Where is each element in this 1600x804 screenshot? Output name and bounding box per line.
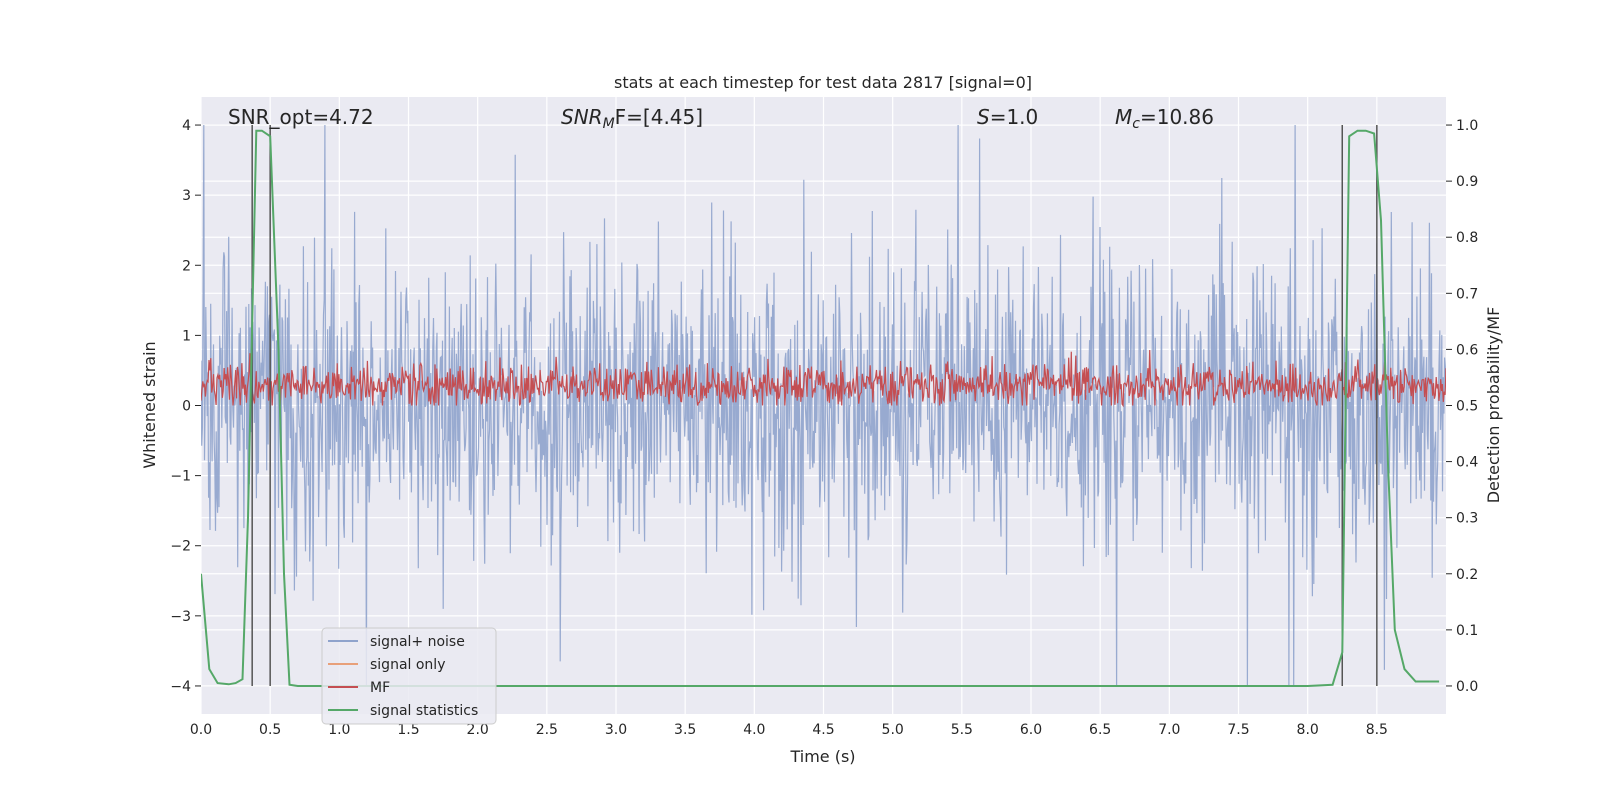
y-left-tick-4: 4 <box>182 118 191 134</box>
series-mf-line <box>201 349 1446 408</box>
y-right-tick-1.0: 1.0 <box>1456 118 1478 134</box>
legend: signal+ noise signal only MF signal stat… <box>321 627 497 725</box>
y-right-tick-0.7: 0.7 <box>1456 286 1478 302</box>
annotation-mc-sub: c <box>1132 116 1140 132</box>
chart-title: stats at each timestep for test data 281… <box>614 73 1032 92</box>
annotation-snr-mf: SNRMF=[4.45] <box>561 105 703 132</box>
x-tick-7.5: 7.5 <box>1227 722 1249 738</box>
y-right-tick-0.1: 0.1 <box>1456 623 1478 639</box>
x-tick-3.5: 3.5 <box>674 722 696 738</box>
x-tick-0.5: 0.5 <box>259 722 281 738</box>
series-mf <box>201 349 1446 408</box>
y-right-tick-0.9: 0.9 <box>1456 174 1478 190</box>
x-tick-5.0: 5.0 <box>882 722 904 738</box>
y-left-tick-−1: −1 <box>170 469 191 485</box>
annotation-s-main: S <box>977 105 990 129</box>
annotation-snr-mf-sub: M <box>603 116 615 132</box>
annotation-snr-mf-main: SNR <box>561 105 603 129</box>
y-right-tick-0.2: 0.2 <box>1456 567 1478 583</box>
y-left-tick-0: 0 <box>182 399 191 415</box>
y-axis-right: 0.0 0.1 0.2 0.3 0.4 0.5 0.6 0.7 0.8 0.9 1.0 <box>1446 118 1478 695</box>
annotation-snr-opt: SNR_opt=4.72 <box>228 105 374 129</box>
y-left-tick-−4: −4 <box>170 679 191 695</box>
y-axis-left: −4 −3 −2 −1 0 1 2 3 4 <box>170 118 201 695</box>
legend-label-mf: MF <box>370 680 390 696</box>
y-left-tick-−3: −3 <box>170 609 191 625</box>
x-tick-8.5: 8.5 <box>1366 722 1388 738</box>
x-tick-1.5: 1.5 <box>397 722 419 738</box>
annotation-s-rest: =1.0 <box>990 105 1039 129</box>
y-left-tick-2: 2 <box>182 258 191 274</box>
y-right-tick-0.0: 0.0 <box>1456 679 1478 695</box>
y-right-tick-0.6: 0.6 <box>1456 342 1478 358</box>
y-left-tick-3: 3 <box>182 188 191 204</box>
annotation-mc-main: M <box>1115 105 1132 129</box>
y-right-tick-0.8: 0.8 <box>1456 230 1478 246</box>
x-tick-4.5: 4.5 <box>812 722 834 738</box>
x-tick-7.0: 7.0 <box>1158 722 1180 738</box>
legend-label-signal-only: signal only <box>370 657 445 673</box>
legend-label-signal-noise: signal+ noise <box>370 634 465 650</box>
series-signal-noise <box>201 124 1446 687</box>
x-tick-2.5: 2.5 <box>536 722 558 738</box>
x-tick-6.5: 6.5 <box>1089 722 1111 738</box>
x-tick-6.0: 6.0 <box>1020 722 1042 738</box>
x-tick-5.5: 5.5 <box>951 722 973 738</box>
x-tick-3.0: 3.0 <box>605 722 627 738</box>
series-signal-noise-line <box>201 124 1446 687</box>
annotation-s: S=1.0 <box>977 105 1038 129</box>
annotation-mc: Mc=10.86 <box>1115 105 1214 132</box>
y-left-tick-1: 1 <box>182 328 191 344</box>
x-tick-0.0: 0.0 <box>190 722 212 738</box>
x-axis-label: Time (s) <box>789 747 855 766</box>
y-axis-right-label: Detection probability/MF <box>1484 307 1503 504</box>
y-right-tick-0.4: 0.4 <box>1456 455 1478 471</box>
x-tick-2.0: 2.0 <box>467 722 489 738</box>
annotation-mc-rest: =10.86 <box>1140 105 1214 129</box>
x-axis: 0.0 0.5 1.0 1.5 2.0 2.5 3.0 3.5 4.0 4.5 5.0 5.5 6.0 6… <box>190 722 1388 738</box>
y-left-tick-−2: −2 <box>170 539 191 555</box>
legend-box <box>321 627 497 725</box>
legend-label-signal-statistics: signal statistics <box>370 703 478 719</box>
y-axis-left-label: Whitened strain <box>140 341 159 468</box>
y-right-tick-0.5: 0.5 <box>1456 399 1478 415</box>
x-tick-4.0: 4.0 <box>743 722 765 738</box>
x-tick-1.0: 1.0 <box>328 722 350 738</box>
y-right-tick-0.3: 0.3 <box>1456 511 1478 527</box>
x-tick-8.0: 8.0 <box>1297 722 1319 738</box>
annotation-snr-mf-rest: F=[4.45] <box>615 105 703 129</box>
